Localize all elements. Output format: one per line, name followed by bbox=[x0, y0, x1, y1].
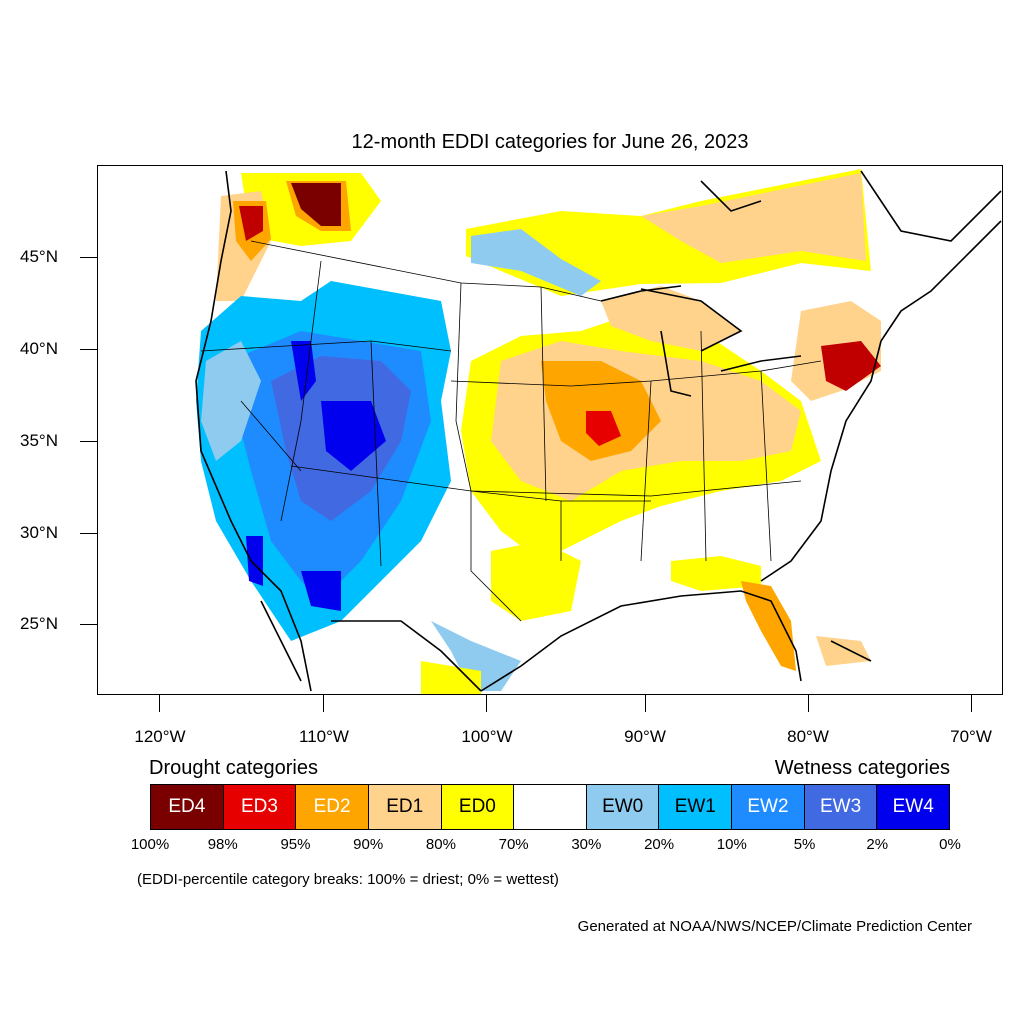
legend-break-label: 95% bbox=[280, 836, 311, 853]
legend-bar: ED4 ED3 ED2 ED1 ED0 EW0 EW1 EW2 EW3 EW4 bbox=[150, 784, 950, 830]
legend-break-label: 90% bbox=[353, 836, 384, 853]
map-canvas bbox=[195, 169, 1002, 694]
legend-break-label: 5% bbox=[793, 836, 816, 853]
legend-break-label: 98% bbox=[207, 836, 238, 853]
legend-swatch-normal bbox=[514, 785, 587, 829]
state-boundaries bbox=[200, 240, 822, 622]
legend-swatch-ew4: EW4 bbox=[877, 785, 950, 829]
lat-tick bbox=[80, 349, 97, 350]
legend-break-label: 2% bbox=[866, 836, 889, 853]
map-title: 12-month EDDI categories for June 26, 20… bbox=[351, 131, 749, 153]
legend-swatch-ed4: ED4 bbox=[151, 785, 224, 829]
lat-tick bbox=[80, 441, 97, 442]
legend-swatch-ed2: ED2 bbox=[296, 785, 369, 829]
legend-break-label: 100% bbox=[130, 836, 170, 853]
drought-categories-title: Drought categories bbox=[149, 757, 318, 779]
lat-label-25: 25°N bbox=[20, 614, 58, 633]
legend-break-label: 0% bbox=[939, 836, 961, 853]
legend-break-label: 80% bbox=[425, 836, 456, 853]
lon-tick bbox=[645, 695, 646, 712]
lon-tick bbox=[159, 695, 160, 712]
legend-swatch-ew1: EW1 bbox=[659, 785, 733, 829]
wetness-categories-title: Wetness categories bbox=[774, 757, 950, 779]
lat-label-30: 30°N bbox=[20, 523, 58, 542]
lon-tick bbox=[323, 695, 324, 712]
legend-swatch-ed3: ED3 bbox=[223, 785, 297, 829]
legend-break-label: 30% bbox=[571, 836, 602, 853]
lon-label-70: 70°W bbox=[950, 727, 992, 746]
lon-label-110: 110°W bbox=[299, 727, 349, 746]
credit-line: Generated at NOAA/NWS/NCEP/Climate Predi… bbox=[577, 918, 972, 935]
legend-break-label: 10% bbox=[716, 836, 747, 853]
lon-label-90: 90°W bbox=[624, 727, 666, 746]
legend-swatch-ew3: EW3 bbox=[804, 785, 878, 829]
lon-label-80: 80°W bbox=[787, 727, 829, 746]
category-regions bbox=[196, 169, 881, 694]
eddi-map bbox=[97, 165, 1003, 695]
legend-swatch-ew2: EW2 bbox=[732, 785, 805, 829]
coastline bbox=[195, 170, 1002, 692]
lon-label-100: 100°W bbox=[461, 727, 513, 746]
legend-break-label: 70% bbox=[498, 836, 529, 853]
lat-label-45: 45°N bbox=[20, 247, 58, 266]
lon-label-120: 120°W bbox=[134, 727, 186, 746]
lat-label-40: 40°N bbox=[20, 339, 58, 358]
legend-break-label: 20% bbox=[644, 836, 675, 853]
legend-swatch-ed0: ED0 bbox=[441, 785, 515, 829]
lat-tick bbox=[80, 624, 97, 625]
category-breaks-note: (EDDI-percentile category breaks: 100% =… bbox=[137, 871, 559, 888]
lon-tick bbox=[808, 695, 809, 712]
lat-label-35: 35°N bbox=[20, 431, 58, 450]
lat-tick bbox=[80, 257, 97, 258]
lon-tick bbox=[971, 695, 972, 712]
legend-swatch-ed1: ED1 bbox=[368, 785, 442, 829]
lon-tick bbox=[486, 695, 487, 712]
legend-swatch-ew0: EW0 bbox=[586, 785, 660, 829]
lat-tick bbox=[80, 533, 97, 534]
